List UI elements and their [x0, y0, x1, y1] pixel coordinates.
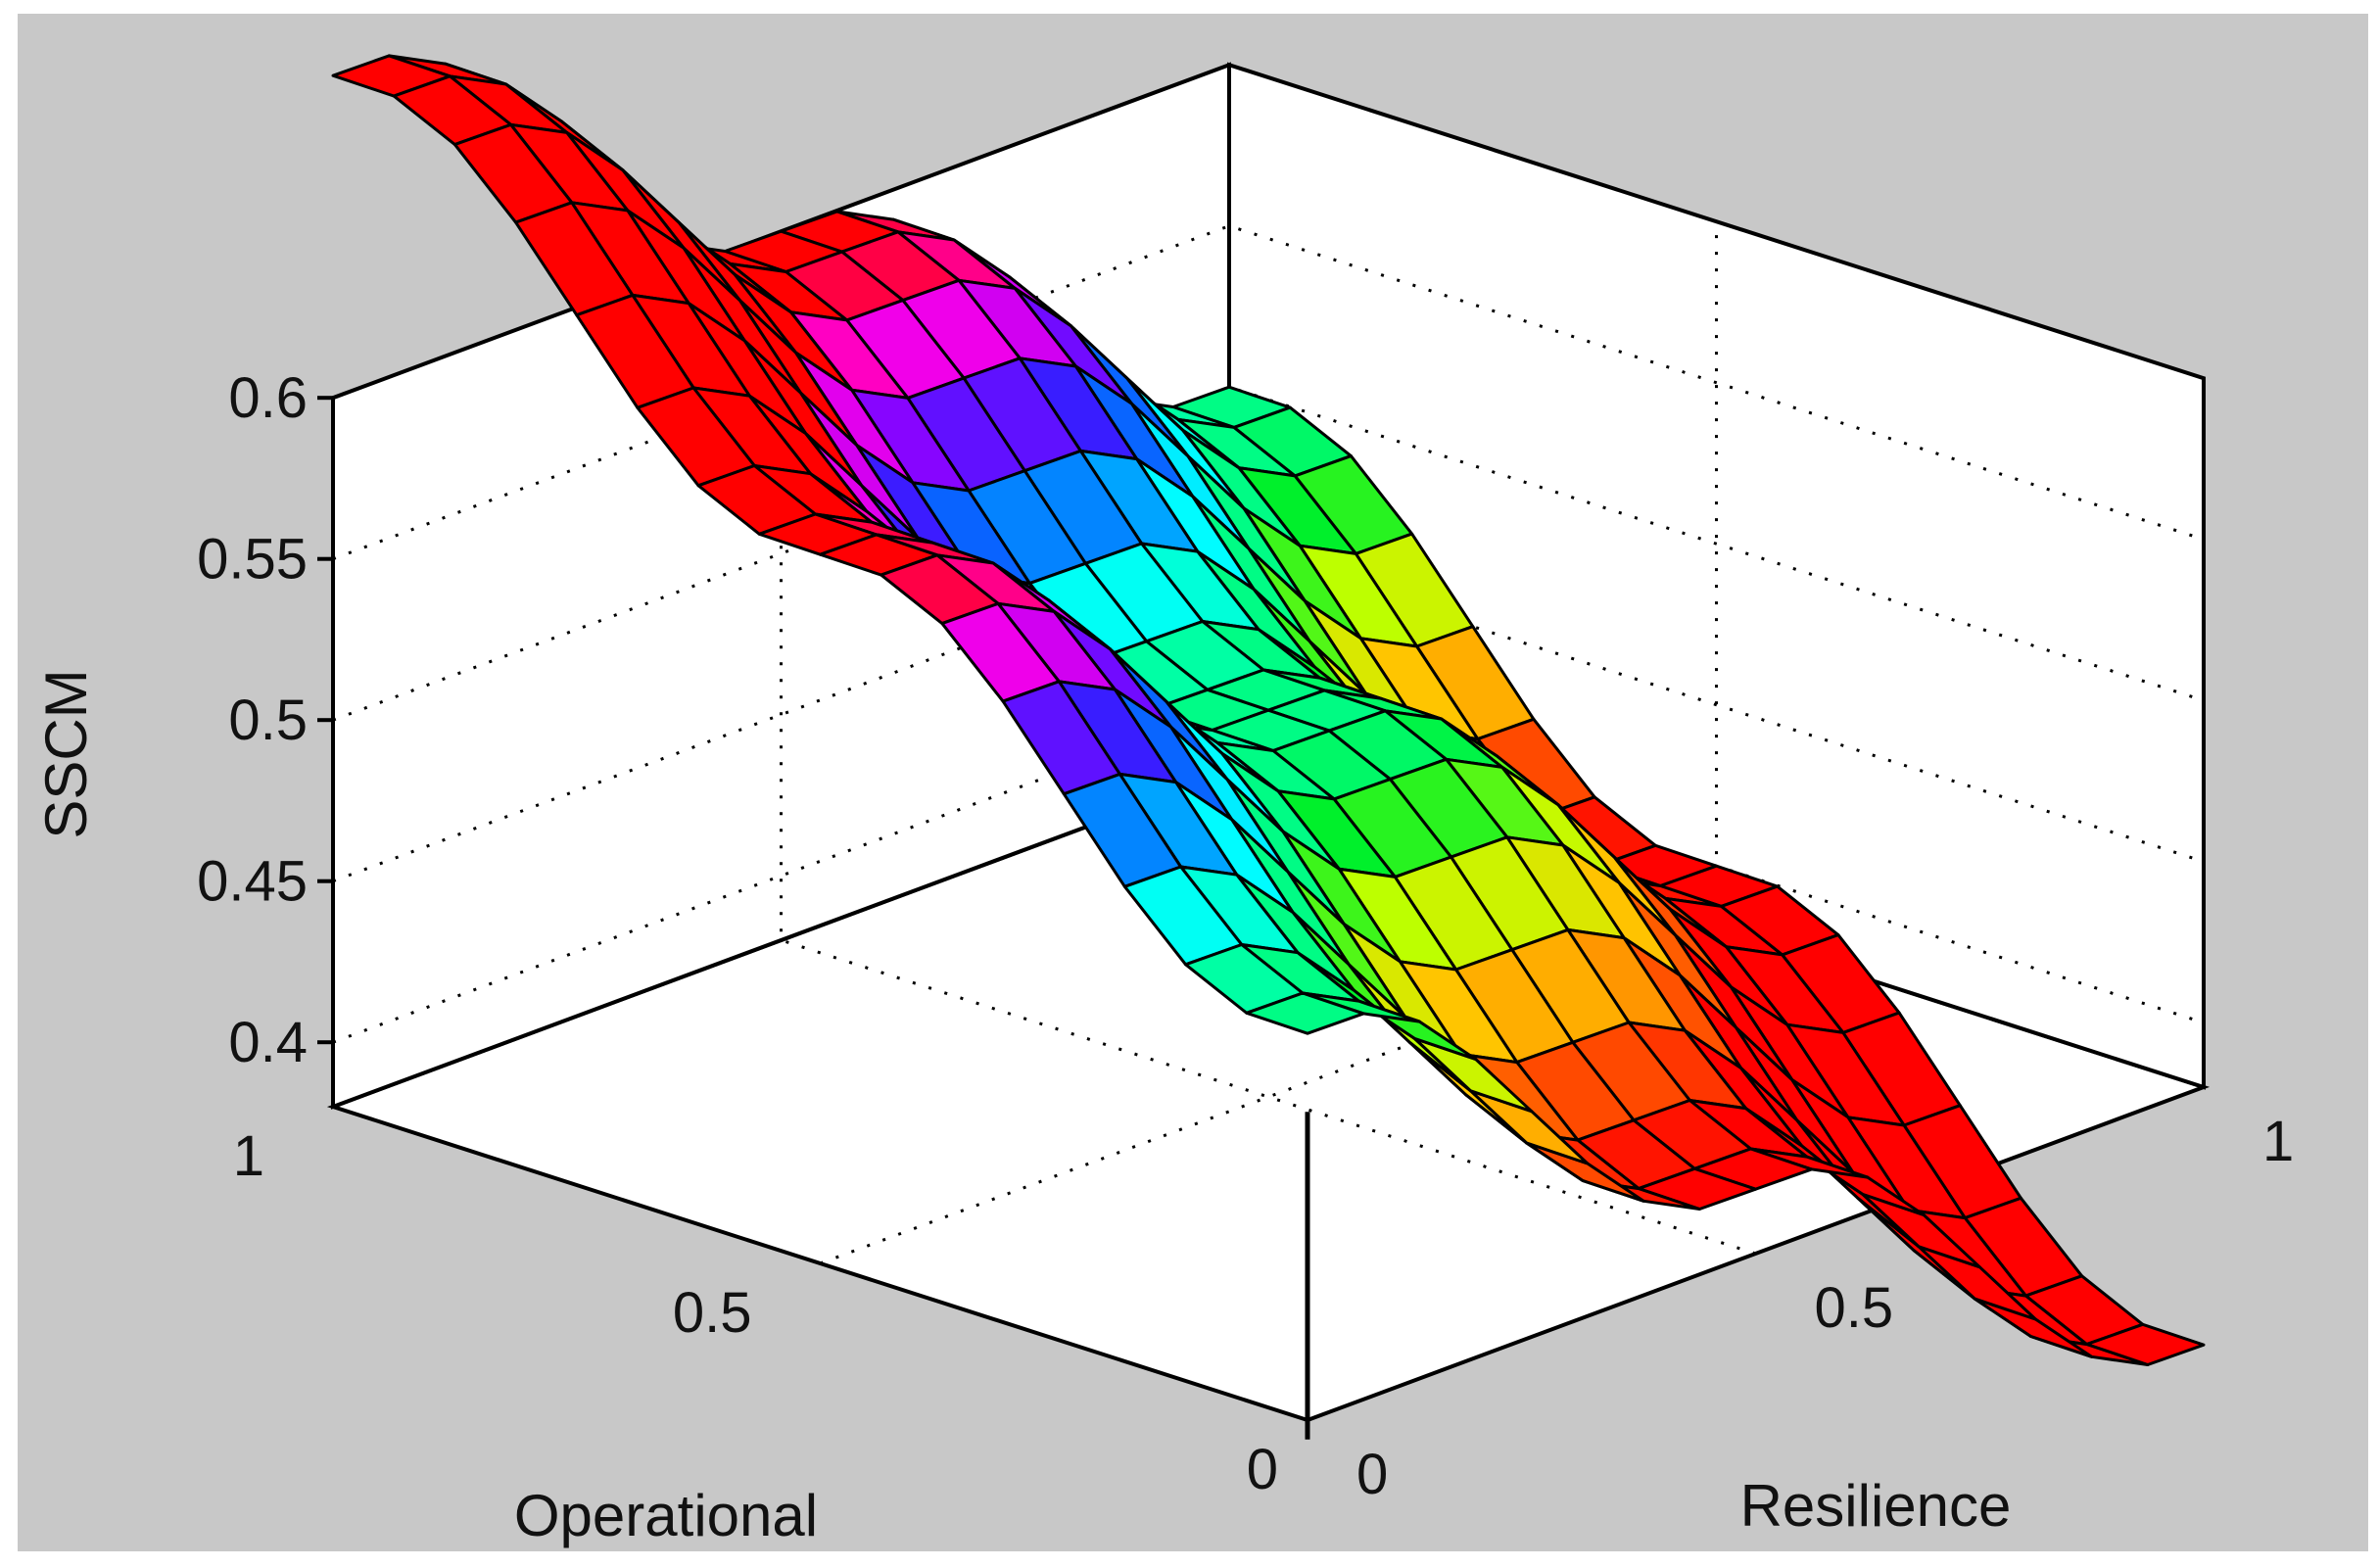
- z-tick-label: 0.6: [228, 366, 308, 430]
- z-grid-line: [332, 707, 2205, 1044]
- z-grid-line: [332, 385, 2205, 722]
- x-grid-line: [819, 221, 1718, 1265]
- x-tick-label: 0.5: [673, 1281, 752, 1345]
- x-axis-title: Operational: [514, 1483, 818, 1548]
- axis-ticks: 0.4 0.45 0.5 0.55 0.6 0 0.5 1 0 0.5 1: [197, 366, 2294, 1506]
- y-tick-label: 0: [1356, 1443, 1388, 1506]
- z-grid-line: [332, 224, 2205, 561]
- x-tick-label: 1: [233, 1124, 264, 1188]
- front-edges: [331, 378, 2206, 1440]
- x-tick-label: 0: [1247, 1438, 1278, 1501]
- z-grid-line: [332, 546, 2205, 883]
- z-tick-label: 0.5: [228, 689, 308, 752]
- z-tick-label: 0.4: [228, 1011, 308, 1074]
- z-tick-label: 0.45: [197, 850, 308, 914]
- surface-cell: [1245, 991, 1365, 1035]
- surface-plot: [331, 54, 2206, 1366]
- z-axis-title: SSCM: [33, 669, 99, 838]
- y-axis-title: Resilience: [1740, 1473, 2012, 1539]
- y-tick-label: 0.5: [1815, 1276, 1894, 1340]
- y-tick-label: 1: [2262, 1110, 2294, 1173]
- z-tick-label: 0.55: [197, 528, 308, 592]
